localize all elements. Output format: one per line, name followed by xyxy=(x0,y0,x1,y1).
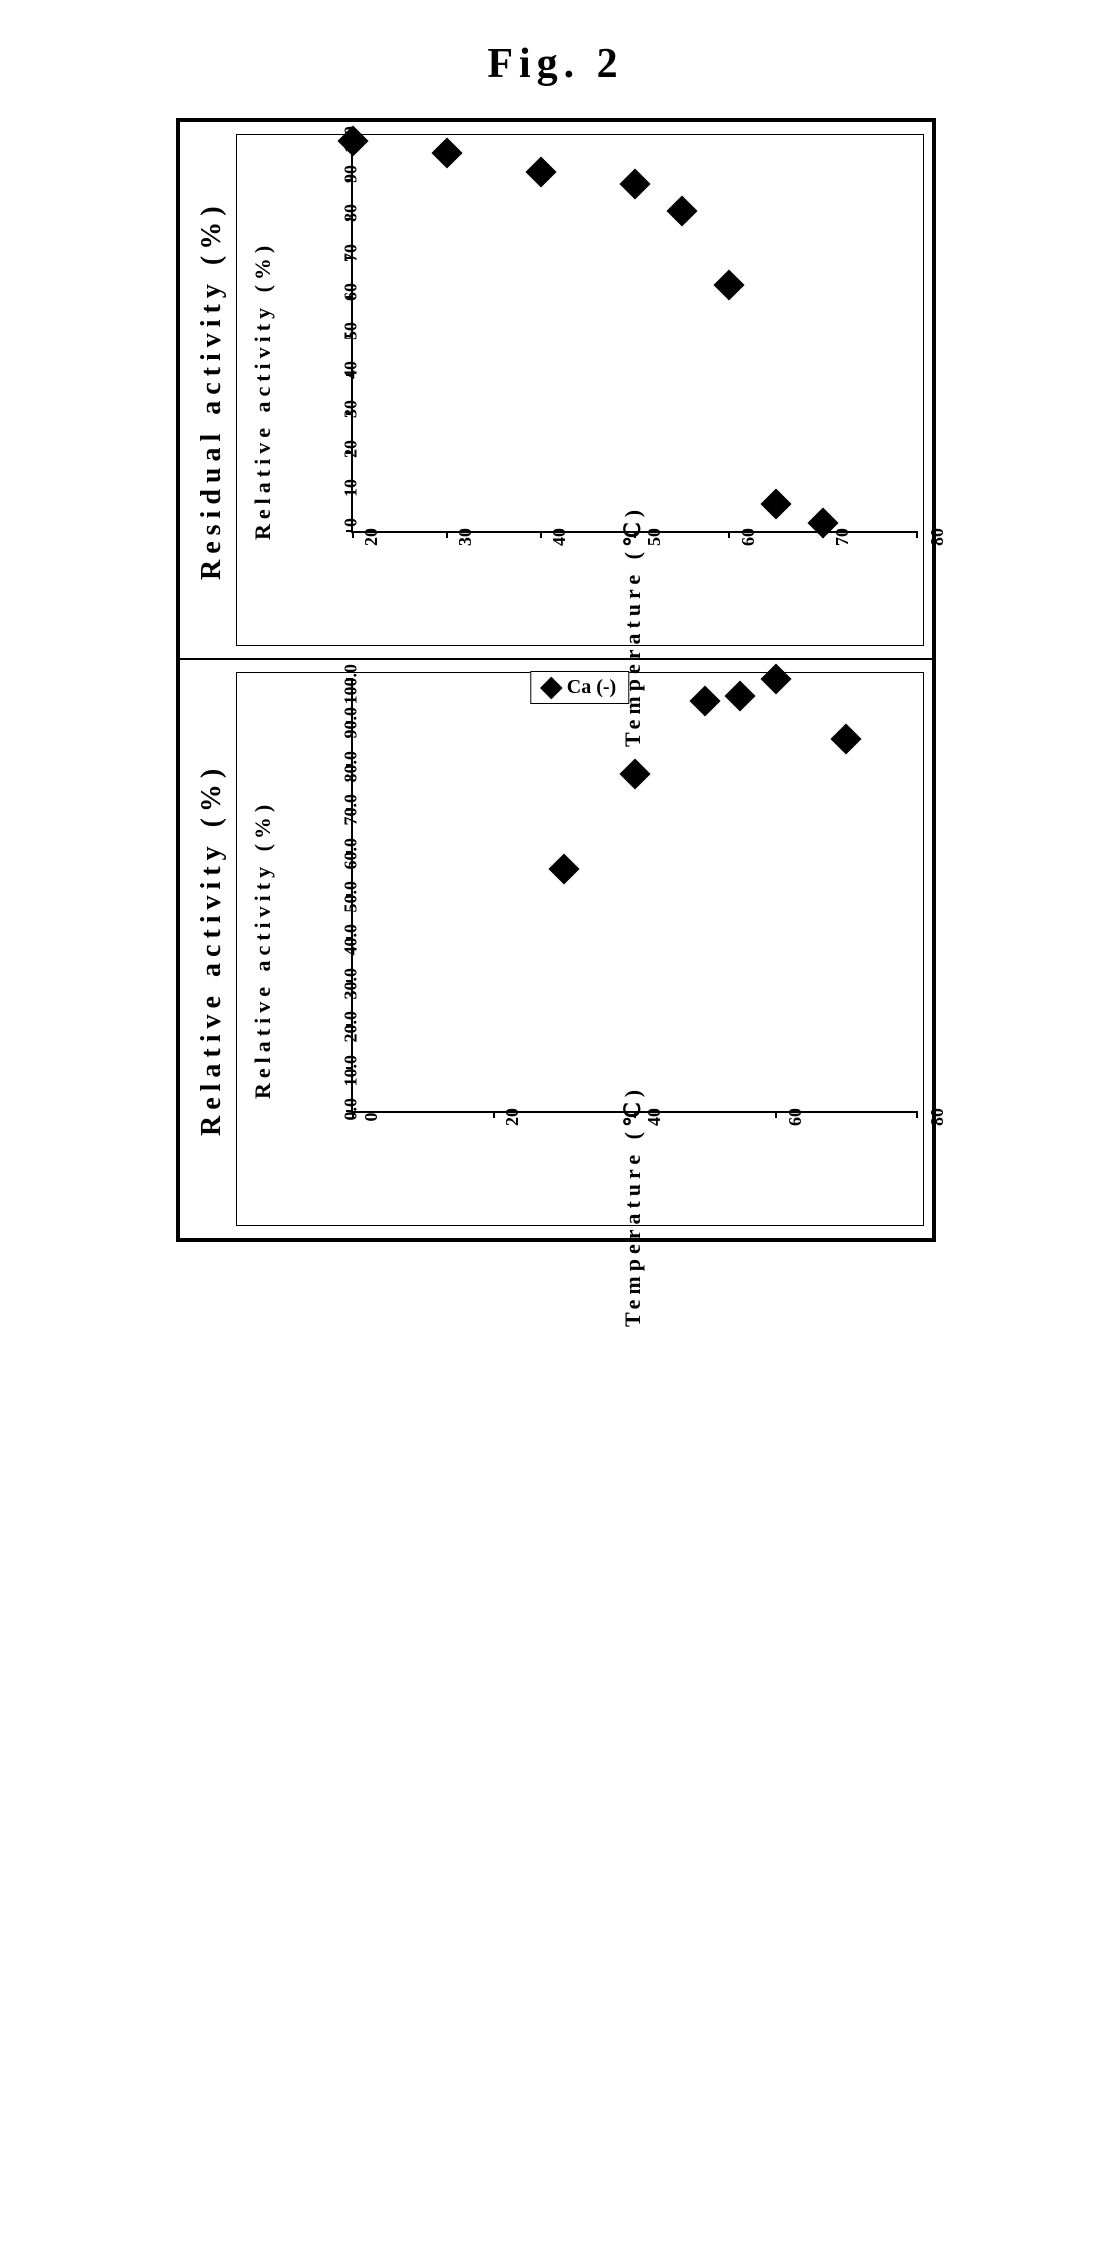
data-point xyxy=(830,724,861,755)
legend-marker-icon xyxy=(539,676,562,699)
outer-ylabel-top: Residual activity (%) xyxy=(188,134,236,646)
plot-area-bottom xyxy=(351,679,917,1113)
yticks-bottom: 0.010.020.030.040.050.060.070.080.090.01… xyxy=(283,679,351,1113)
panel-relative-activity: Relative activity (%) Ca (-) Relative ac… xyxy=(178,660,934,1240)
inner-ylabel-bottom: Relative activity (%) xyxy=(243,679,283,1219)
xtick-label: 60 xyxy=(775,1108,806,1126)
data-point xyxy=(619,758,650,789)
data-point xyxy=(689,685,720,716)
xtick-label: 60 xyxy=(728,528,759,546)
xtick-label: 20 xyxy=(351,528,382,546)
data-point xyxy=(760,663,791,694)
xtick-label: 80 xyxy=(917,1108,948,1126)
plot-wrap-top: 0102030405060708090100 20304050607080 Te… xyxy=(283,141,917,639)
yticks-top: 0102030405060708090100 xyxy=(283,141,351,533)
xtick-label: 40 xyxy=(539,528,570,546)
data-point xyxy=(619,168,650,199)
inner-frame-top: Relative activity (%) 010203040506070809… xyxy=(236,134,924,646)
data-point xyxy=(760,488,791,519)
xtick-label: 80 xyxy=(917,528,948,546)
data-point xyxy=(548,854,579,885)
data-point xyxy=(666,196,697,227)
inner-frame-bottom: Ca (-) Relative activity (%) 0.010.020.0… xyxy=(236,672,924,1226)
outer-ylabel-bottom: Relative activity (%) xyxy=(188,672,236,1226)
xtick-label: 0 xyxy=(351,1113,382,1122)
inner-ylabel-top: Relative activity (%) xyxy=(243,141,283,639)
panel-residual-activity: Residual activity (%) Relative activity … xyxy=(178,120,934,660)
data-point xyxy=(525,157,556,188)
figure-panels: Residual activity (%) Relative activity … xyxy=(176,118,936,1242)
data-point xyxy=(431,137,462,168)
data-point xyxy=(713,270,744,301)
data-point xyxy=(725,681,756,712)
legend: Ca (-) xyxy=(530,671,629,704)
xtick-label: 70 xyxy=(822,528,853,546)
xtick-label: 30 xyxy=(445,528,476,546)
plot-area-top xyxy=(351,141,917,533)
plot-wrap-bottom: 0.010.020.030.040.050.060.070.080.090.01… xyxy=(283,679,917,1219)
xtick-label: 20 xyxy=(492,1108,523,1126)
xlabel-bottom: Temperature (℃) xyxy=(621,1085,647,1327)
legend-label: Ca (-) xyxy=(567,676,616,699)
figure-title: Fig. 2 xyxy=(487,40,623,88)
